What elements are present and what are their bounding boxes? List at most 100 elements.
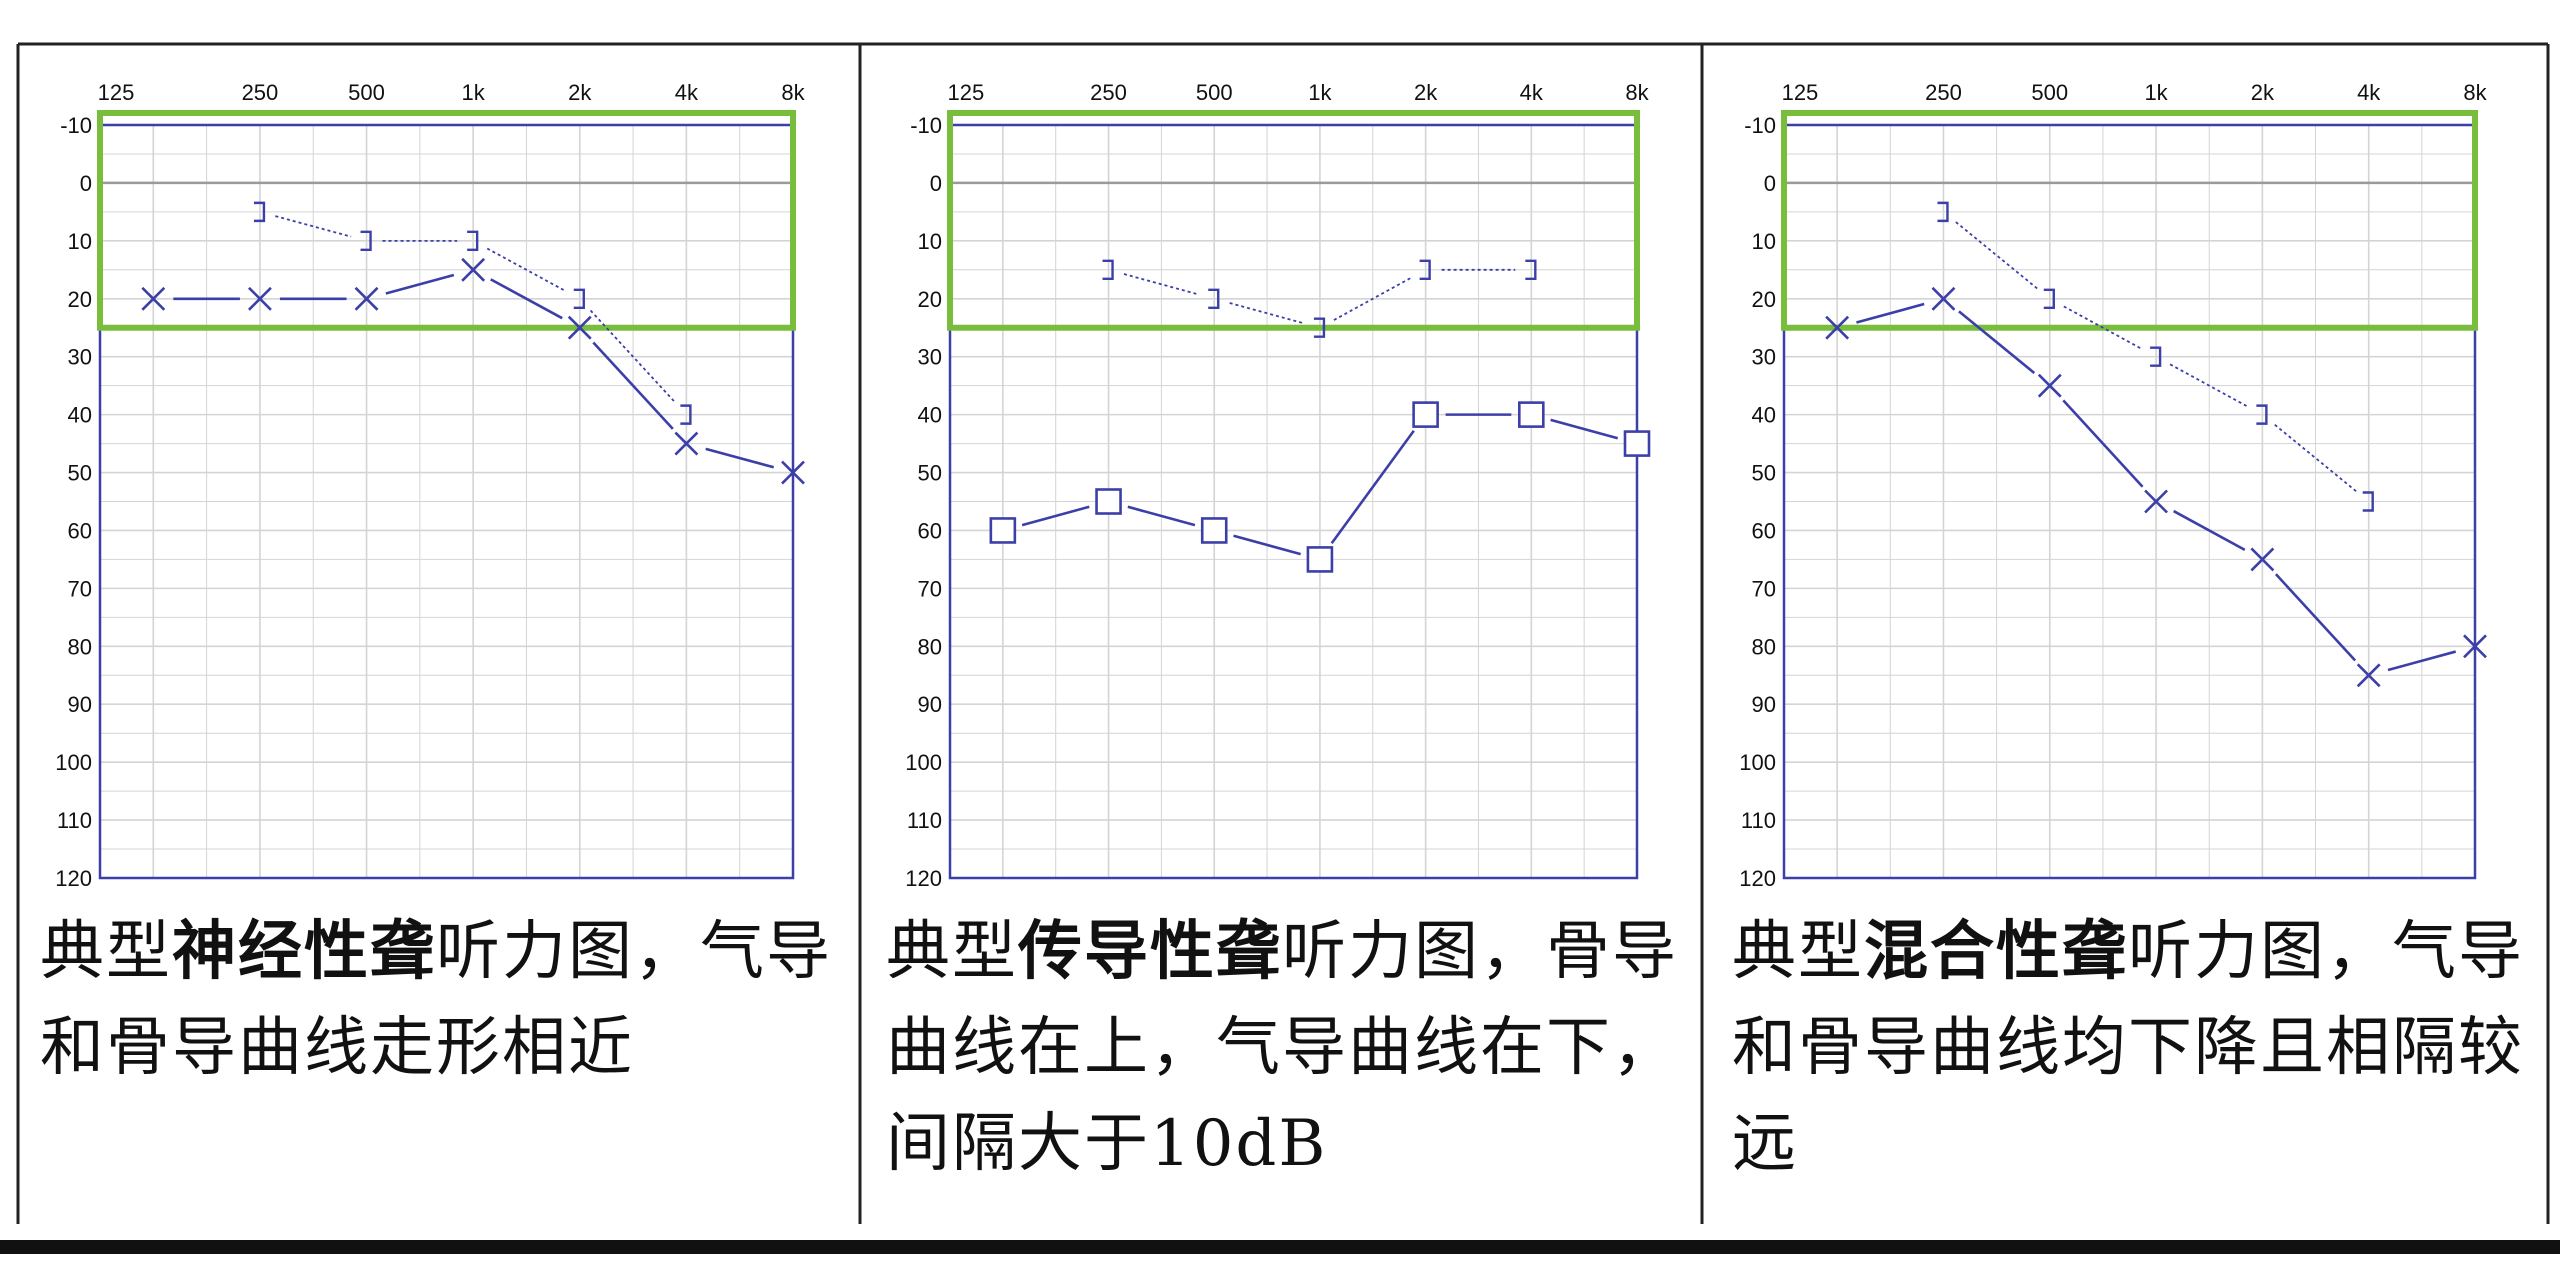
x-tick-label: 250 (242, 80, 279, 105)
bone-conduction-point (1208, 288, 1220, 309)
x-tick-label: 500 (348, 80, 385, 105)
x-tick-label: 1k (1308, 80, 1332, 105)
normal-range-box (97, 110, 796, 331)
bone-conduction-point (1419, 259, 1431, 281)
caption-post: 听力图，气导和骨导曲线走形相近 (40, 915, 832, 1085)
air-conduction-line (1330, 430, 1415, 545)
y-tick-label: 100 (1739, 750, 1776, 775)
air-conduction-point-square (989, 517, 1017, 544)
bone-conduction-point (680, 404, 692, 425)
air-conduction-line (1021, 505, 1090, 527)
plot-frame (948, 123, 1639, 880)
bone-conduction-line (2169, 363, 2249, 408)
bone-conduction-point (573, 288, 585, 309)
x-tick-label: 500 (2031, 80, 2068, 105)
caption-mixed: 典型混合性聋听力图，气导和骨导曲线均下降且相隔较远 (1732, 904, 2532, 1192)
air-conduction-point-x (2356, 663, 2381, 688)
air-conduction-line (2387, 650, 2457, 672)
y-tick-label: 0 (1764, 171, 1776, 196)
caption-sensorineural: 典型神经性聋听力图，气导和骨导曲线走形相近 (40, 904, 840, 1096)
bone-conduction-point (2150, 346, 2162, 367)
caption-pre: 典型 (40, 915, 172, 989)
bone-conduction-line (589, 309, 677, 404)
air-conduction-point-x (141, 286, 166, 311)
y-tick-label: 0 (930, 171, 942, 196)
air-conduction-point-square (1518, 401, 1545, 428)
y-tick-label: 40 (1752, 403, 1776, 428)
air-conduction-line (2274, 573, 2357, 662)
x-tick-label: 4k (1520, 80, 1544, 105)
bone-conduction-point (360, 230, 372, 252)
y-tick-label: 40 (918, 403, 942, 428)
y-tick-label: 70 (918, 576, 942, 601)
panel-borders (16, 42, 2550, 1224)
y-tick-label: 90 (1752, 692, 1776, 717)
y-tick-label: 0 (80, 171, 92, 196)
air-conduction-point-square (1412, 401, 1439, 428)
y-tick-label: 20 (1752, 287, 1776, 312)
y-tick-label: 20 (918, 287, 942, 312)
bone-conduction-line (1229, 302, 1305, 325)
y-tick-label: 70 (1752, 576, 1776, 601)
air-conduction-point-x (674, 431, 699, 456)
y-tick-label: 100 (905, 750, 942, 775)
y-tick-label: 10 (1752, 229, 1776, 254)
bone-conduction-point (1313, 317, 1326, 338)
bone-conduction-point (467, 230, 479, 252)
y-tick-label: 10 (68, 229, 92, 254)
y-tick-label: 110 (57, 808, 92, 833)
y-tick-label: 50 (918, 461, 942, 486)
y-tick-label: 80 (68, 634, 92, 659)
air-conduction-point-square (1200, 517, 1228, 544)
audiogram-chart-mixed: 125 250 500 1k 2k 4k 8k -10 0 10 20 30 40 50 60 70 80 90 1… (1739, 80, 2487, 891)
y-tick-label: 110 (1741, 808, 1776, 833)
y-tick-label: 90 (918, 692, 942, 717)
air-conduction-line (2173, 509, 2246, 551)
x-tick-label: 125 (947, 80, 984, 105)
x-tick-label: 8k (1625, 80, 1649, 105)
y-tick-label: 50 (68, 461, 92, 486)
y-tick-label: 30 (68, 345, 92, 370)
x-tick-label: 2k (1414, 80, 1438, 105)
x-tick-label: 1k (462, 80, 486, 105)
y-tick-label: 90 (68, 692, 92, 717)
air-conduction-point-square (1306, 546, 1334, 573)
caption-bold: 混合性聋 (1864, 915, 2128, 989)
y-tick-label: -10 (910, 113, 942, 138)
bone-conduction-point (1525, 259, 1537, 281)
y-tick-label: 30 (1752, 345, 1776, 370)
y-tick-label: 10 (918, 229, 942, 254)
air-conduction-line (2062, 399, 2144, 488)
air-conduction-point-square (1623, 430, 1651, 457)
bone-conduction-line (275, 215, 352, 238)
y-tick-label: 60 (918, 518, 942, 543)
air-conduction-line (1233, 534, 1301, 556)
air-conduction-line (1958, 310, 2036, 375)
air-conduction-point-square (1095, 488, 1122, 515)
y-tick-label: 100 (55, 750, 92, 775)
y-tick-label: 80 (1752, 634, 1776, 659)
air-conduction-line (1550, 418, 1619, 440)
bone-conduction-line (486, 247, 567, 292)
air-conduction-point-x (2250, 547, 2275, 572)
air-conduction-point-x (2037, 373, 2062, 398)
y-tick-label: -10 (60, 113, 92, 138)
x-tick-label: 4k (675, 80, 699, 105)
x-tick-label: 4k (2357, 80, 2381, 105)
x-tick-label: 250 (1925, 80, 1962, 105)
bone-conduction-point (2256, 404, 2268, 425)
x-tick-label: 125 (98, 80, 135, 105)
y-tick-label: 70 (68, 576, 92, 601)
air-conduction-point-x (2144, 489, 2168, 514)
x-tick-label: 8k (2463, 80, 2487, 105)
x-tick-label: 8k (781, 80, 805, 105)
audiogram-chart-sensorineural: 125 250 500 1k 2k 4k 8k -10 0 10 20 30 40 50 60 70 80 90 1… (55, 80, 805, 891)
bone-conduction-point (253, 201, 266, 223)
y-tick-label: 60 (1752, 518, 1776, 543)
y-tick-label: 120 (905, 866, 942, 891)
y-tick-label: 20 (68, 287, 92, 312)
air-conduction-point-x (354, 286, 379, 311)
y-tick-label: 80 (918, 634, 942, 659)
bone-conduction-point (2043, 288, 2055, 309)
